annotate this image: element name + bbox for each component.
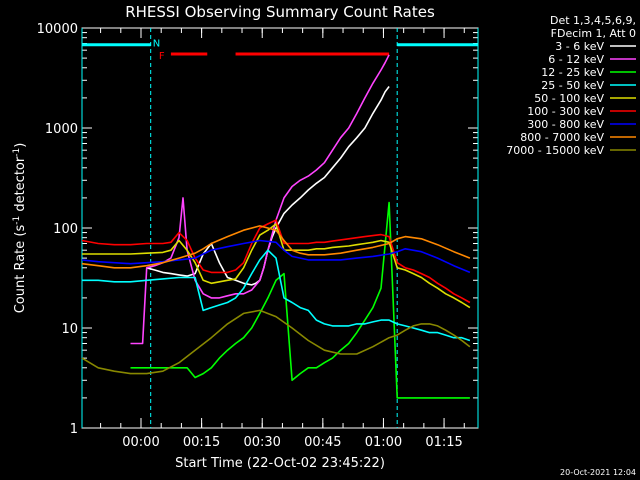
legend-entry-label: 50 - 100 keV — [534, 92, 604, 105]
series-line — [82, 223, 471, 309]
series-lines — [81, 54, 471, 399]
y-tick-label: 100 — [53, 222, 78, 237]
series-line — [81, 225, 471, 269]
y-tick-label: 10000 — [37, 22, 78, 37]
legend-entry-label: 100 - 300 keV — [527, 105, 604, 118]
legend: Det 1,3,4,5,6,9,FDecim 1, Att 03 - 6 keV… — [506, 14, 636, 157]
series-line — [82, 249, 471, 342]
series-line — [130, 201, 470, 399]
flags: NF — [81, 28, 479, 428]
x-tick-label: 00:00 — [122, 435, 159, 450]
x-tick-label: 01:00 — [365, 435, 402, 450]
legend-header: FDecim 1, Att 0 — [551, 27, 636, 40]
x-tick-label: 01:15 — [425, 435, 462, 450]
legend-entry-label: 6 - 12 keV — [548, 53, 604, 66]
series-line — [81, 239, 471, 274]
legend-header: Det 1,3,4,5,6,9, — [550, 14, 636, 27]
legend-entry-label: 3 - 6 keV — [555, 40, 604, 53]
legend-entry-label: 7000 - 15000 keV — [506, 144, 604, 157]
flare-flag-label: F — [159, 51, 165, 62]
y-tick-label: 1000 — [45, 122, 78, 137]
timestamp: 20-Oct-2021 12:04 — [560, 468, 636, 477]
axes: 1 10 100 1000 10000 00:00 00:15 00:30 00:45 01:00… — [37, 22, 479, 450]
y-axis-label: Count Rate (s-1 detector-1) — [12, 143, 28, 314]
x-tick-label: 00:15 — [183, 435, 220, 450]
x-tick-label: 00:45 — [304, 435, 341, 450]
y-tick-label: 10 — [61, 322, 78, 337]
series-line — [146, 86, 390, 286]
legend-entry-label: 800 - 7000 keV — [520, 131, 604, 144]
night-flag-label: N — [153, 39, 160, 50]
y-tick-label: 1 — [70, 422, 78, 437]
series-line — [81, 219, 471, 304]
series-line — [130, 54, 390, 345]
x-axis-label: Start Time (22-Oct-02 23:45:22) — [175, 456, 385, 471]
legend-entry-label: 12 - 25 keV — [541, 66, 604, 79]
legend-entry-label: 300 - 800 keV — [527, 118, 604, 131]
x-tick-label: 00:30 — [243, 435, 280, 450]
legend-entry-label: 25 - 50 keV — [541, 79, 604, 92]
series-line — [81, 309, 471, 375]
chart-title: RHESSI Observing Summary Count Rates — [125, 3, 435, 21]
